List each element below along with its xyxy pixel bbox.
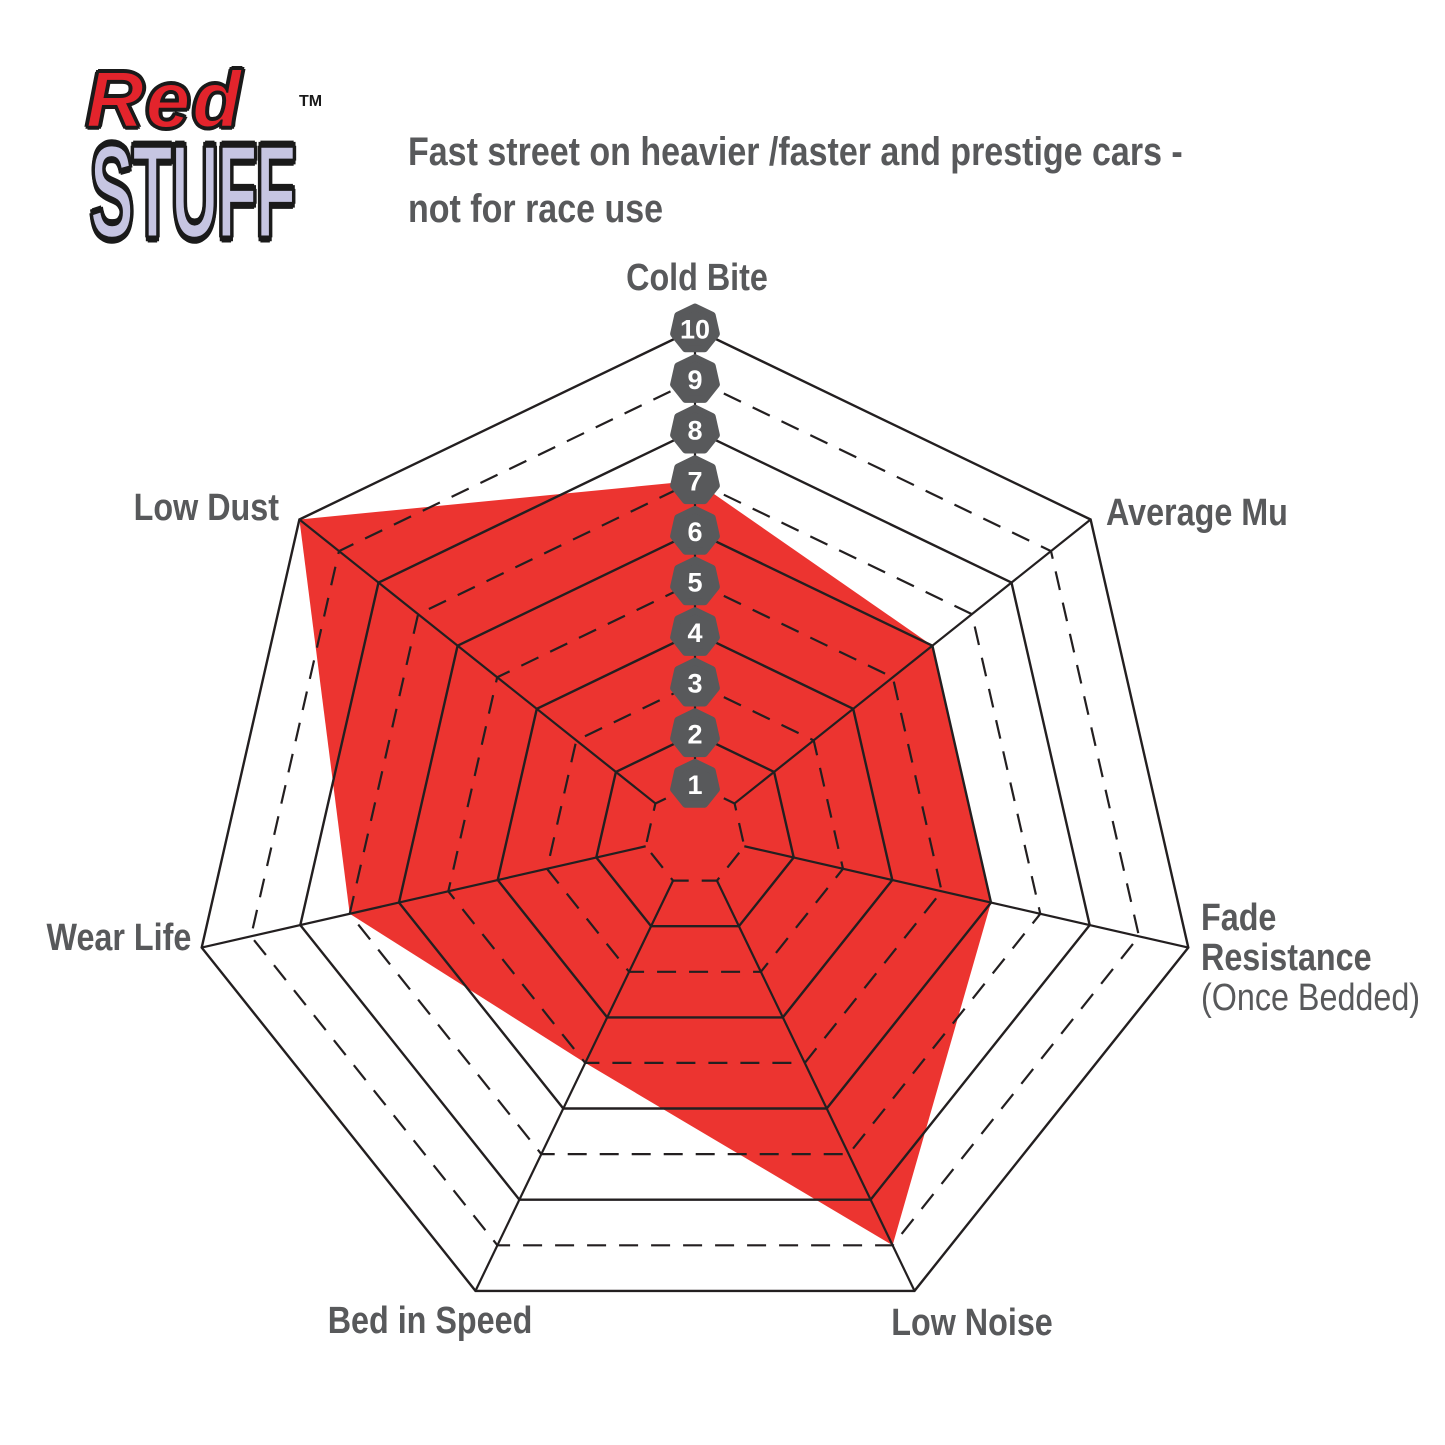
scale-badge-shape (670, 404, 720, 454)
score-polygon (299, 480, 991, 1246)
logo-red-text: Red (85, 55, 244, 144)
scale-badge-shape (670, 505, 720, 555)
trademark-symbol: TM (299, 93, 323, 110)
scale-badge-shape (670, 455, 720, 505)
radar-grid-ring-10 (200, 327, 1190, 1293)
radar-grid-ring-3 (545, 681, 845, 973)
scale-badge-label: 8 (687, 416, 702, 446)
fade-line-1: Fade (1201, 897, 1277, 939)
scale-badge-label: 2 (687, 719, 702, 749)
scale-badge-label: 4 (687, 618, 702, 648)
scale-badge-label: 7 (687, 466, 702, 496)
radar-spoke-3 (715, 880, 916, 1292)
chart-subtitle: Fast street on heavier /faster and prest… (408, 124, 1183, 238)
scale-badge-label: 5 (687, 568, 702, 598)
scale-badge-label: 6 (687, 517, 702, 547)
logo-stuff-text: STUFF (89, 118, 297, 267)
axis-label-fade-resistance: Fade Resistance (Once Bedded) (1201, 898, 1445, 1018)
scale-badge-6: 6 (670, 505, 720, 555)
fade-sub-line: (Once Bedded) (1201, 977, 1421, 1019)
scale-badge-10: 10 (670, 303, 720, 353)
scale-badge-label: 10 (680, 315, 710, 345)
scale-badge-4: 4 (670, 607, 720, 656)
axis-label-low-noise: Low Noise (891, 1302, 1053, 1344)
radar-spoke-2 (744, 845, 1189, 949)
scale-badge-3: 3 (670, 657, 720, 707)
axis-label-low-dust: Low Dust (133, 487, 279, 529)
radar-grid-ring-4 (496, 631, 894, 1019)
axis-label-wear-life: Wear Life (46, 917, 191, 959)
radar-grid-ring-5 (447, 580, 943, 1065)
radar-grid-ring-6 (397, 530, 993, 1110)
axis-label-cold-bite: Cold Bite (626, 257, 768, 299)
fade-line-2: Resistance (1201, 937, 1372, 979)
radar-spoke-6 (298, 518, 657, 805)
scale-badge-2: 2 (670, 708, 720, 758)
axis-label-bed-in-speed: Bed in Speed (327, 1300, 533, 1342)
radar-grid-ring-9 (249, 378, 1141, 1247)
subtitle-line-1: Fast street on heavier /faster and prest… (408, 130, 1183, 174)
scale-badge-shape (670, 758, 720, 808)
axis-label-average-mu: Average Mu (1106, 492, 1288, 534)
radar-grid-ring-2 (595, 732, 795, 928)
radar-grid-ring-7 (348, 479, 1042, 1156)
scale-badge-5: 5 (670, 556, 720, 606)
scale-badge-8: 8 (670, 404, 720, 454)
scale-badge-shape (670, 303, 720, 353)
scale-badge-9: 9 (670, 354, 720, 403)
scale-badge-1: 1 (670, 758, 720, 808)
scale-badge-shape (670, 708, 720, 758)
radar-spoke-4 (474, 880, 675, 1292)
scale-badge-7: 7 (670, 455, 720, 505)
scale-badge-shape (670, 354, 720, 403)
radar-grid-ring-8 (299, 428, 1091, 1201)
scale-badge-label: 9 (687, 365, 702, 395)
radar-spoke-1 (733, 518, 1092, 805)
scale-badge-shape (670, 657, 720, 707)
radar-grid-ring-1 (644, 783, 746, 882)
scale-badge-label: 3 (687, 669, 702, 699)
scale-badge-shape (670, 556, 720, 606)
scale-badge-label: 1 (687, 770, 702, 800)
subtitle-line-2: not for race use (408, 187, 664, 231)
scale-badge-shape (670, 607, 720, 656)
radar-spoke-5 (201, 845, 646, 949)
